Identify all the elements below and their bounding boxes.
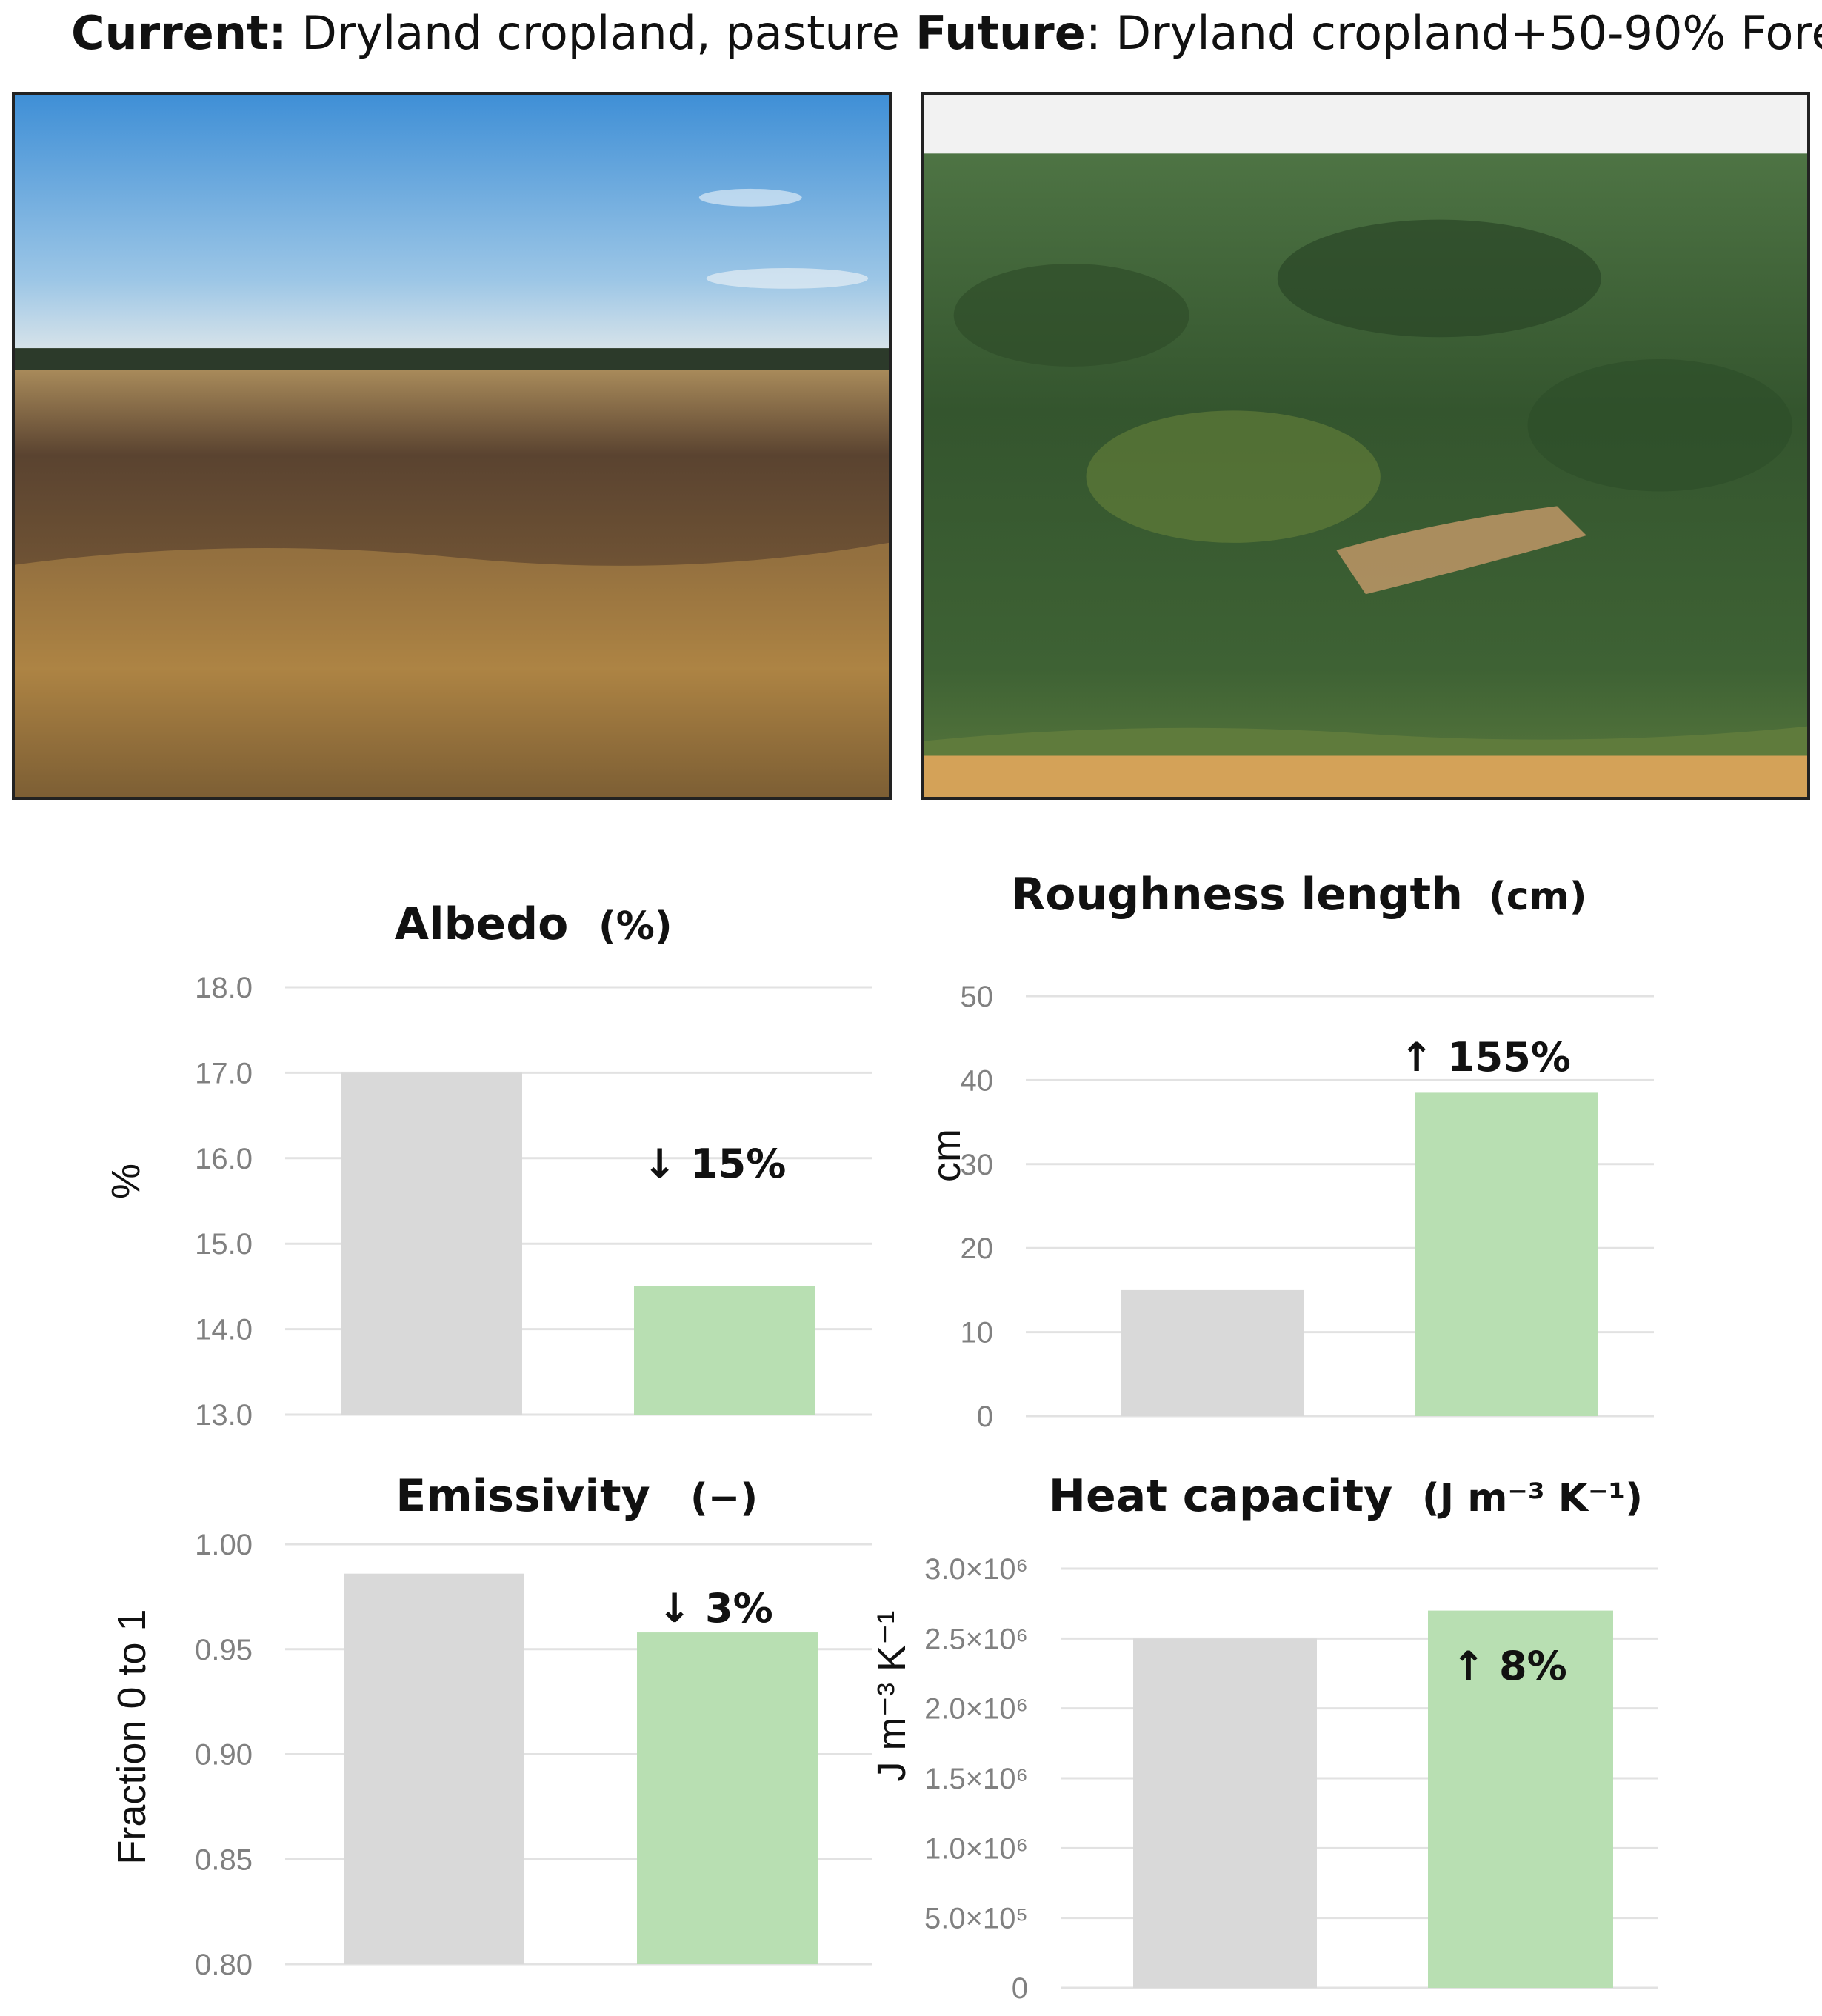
- y-tick-label: 0.80: [195, 1949, 253, 1981]
- y-tick-label: 2.0×10⁶: [924, 1693, 1028, 1726]
- bar-current: [1133, 1638, 1317, 1988]
- y-tick-label: 15.0: [195, 1228, 253, 1261]
- y-tick-label: 0: [1012, 1972, 1028, 2005]
- y-tick-label: 1.00: [195, 1529, 253, 1561]
- bar-future: [1428, 1610, 1613, 1988]
- heat-capacity-y-axis-label: J m⁻³ K⁻¹: [870, 1611, 914, 1782]
- future-landscape-photo: [921, 92, 1810, 800]
- y-tick-label: 0.85: [195, 1843, 253, 1876]
- y-tick-label: 0.90: [195, 1739, 253, 1772]
- albedo-change-annotation: ↓ 15%: [643, 1141, 786, 1187]
- roughness-change-annotation: ↑ 155%: [1400, 1034, 1571, 1081]
- y-tick-label: 30: [961, 1149, 994, 1181]
- roughness-title: Roughness length: [1011, 869, 1463, 921]
- current-label: Current:: [71, 6, 287, 60]
- current-landscape-photo: [12, 92, 892, 800]
- future-description: : Dryland cropland+50-90% Forest: [1085, 6, 1822, 60]
- heat-capacity-change-annotation: ↑ 8%: [1452, 1643, 1567, 1689]
- y-tick-label: 13.0: [195, 1399, 253, 1432]
- heat-capacity-title: Heat capacity: [1049, 1470, 1392, 1522]
- y-tick-label: 40: [961, 1064, 994, 1097]
- y-tick-label: 10: [961, 1317, 994, 1349]
- y-tick-label: 18.0: [195, 972, 253, 1004]
- bar-future: [634, 1286, 815, 1415]
- y-tick-label: 16.0: [195, 1143, 253, 1175]
- current-header: Current: Dryland cropland, pasture: [71, 6, 900, 60]
- albedo-y-axis-label: %: [104, 1164, 148, 1199]
- bar-future: [637, 1632, 818, 1964]
- emissivity-change-annotation: ↓ 3%: [658, 1585, 773, 1632]
- heat-capacity-unit: (J m⁻³ K⁻¹): [1422, 1476, 1643, 1521]
- roughness-y-axis-label: cm: [924, 1129, 969, 1182]
- y-tick-label: 1.0×10⁶: [924, 1832, 1028, 1865]
- y-tick-label: 1.5×10⁶: [924, 1763, 1028, 1795]
- y-tick-label: 50: [961, 981, 994, 1013]
- y-tick-label: 2.5×10⁶: [924, 1623, 1028, 1655]
- bar-current: [341, 1072, 522, 1415]
- y-tick-label: 20: [961, 1232, 994, 1265]
- y-tick-label: 0: [977, 1401, 993, 1433]
- current-description: Dryland cropland, pasture: [287, 6, 900, 60]
- y-tick-label: 0.95: [195, 1634, 253, 1666]
- future-header: Future: Dryland cropland+50-90% Forest: [915, 6, 1822, 60]
- y-tick-label: 14.0: [195, 1314, 253, 1346]
- emissivity-unit: (−): [690, 1476, 758, 1521]
- bar-current: [1121, 1289, 1304, 1416]
- albedo-unit: (%): [598, 904, 673, 949]
- bar-current: [344, 1573, 524, 1964]
- roughness-unit: (cm): [1489, 875, 1587, 919]
- y-tick-label: 5.0×10⁵: [924, 1903, 1028, 1935]
- bar-future: [1415, 1092, 1598, 1416]
- albedo-title: Albedo: [395, 898, 569, 950]
- emissivity-title: Emissivity: [396, 1470, 650, 1522]
- y-tick-label: 3.0×10⁶: [924, 1553, 1028, 1586]
- future-label: Future: [915, 6, 1086, 60]
- emissivity-y-axis-label: Fraction 0 to 1: [110, 1609, 154, 1864]
- y-tick-label: 17.0: [195, 1057, 253, 1089]
